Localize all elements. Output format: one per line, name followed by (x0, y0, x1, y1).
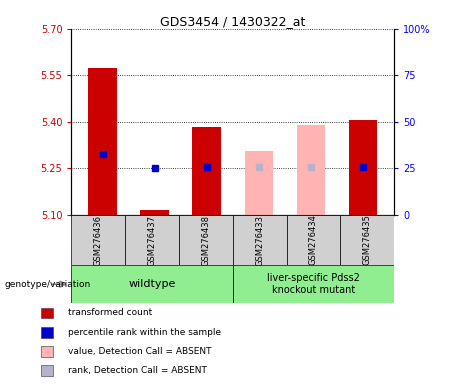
Text: GSM276438: GSM276438 (201, 215, 210, 265)
Bar (349, 120, 377, 215)
Bar (41, 365, 53, 376)
Bar (233, 265, 394, 303)
Text: liver-specific Pdss2
knockout mutant: liver-specific Pdss2 knockout mutant (267, 273, 360, 295)
Bar (193, 127, 221, 215)
Bar (340, 215, 394, 265)
Text: percentile rank within the sample: percentile rank within the sample (68, 328, 221, 337)
Text: GSM276435: GSM276435 (363, 215, 372, 265)
Text: transformed count: transformed count (68, 308, 152, 318)
Bar (287, 215, 340, 265)
Bar (41, 346, 53, 357)
Text: GSM276436: GSM276436 (94, 215, 103, 265)
Text: GSM276437: GSM276437 (148, 215, 157, 265)
Text: value, Detection Call = ABSENT: value, Detection Call = ABSENT (68, 347, 212, 356)
Bar (233, 215, 287, 265)
Bar (125, 215, 179, 265)
Bar (89, 68, 117, 215)
Text: GSM276434: GSM276434 (309, 215, 318, 265)
Bar (41, 327, 53, 338)
Text: genotype/variation: genotype/variation (5, 280, 91, 289)
Text: GSM276433: GSM276433 (255, 215, 264, 265)
Bar (41, 308, 53, 318)
Bar (244, 151, 273, 215)
Bar (71, 215, 125, 265)
Bar (71, 265, 233, 303)
Text: rank, Detection Call = ABSENT: rank, Detection Call = ABSENT (68, 366, 207, 375)
Bar (141, 210, 169, 215)
Bar (179, 215, 233, 265)
Title: GDS3454 / 1430322_at: GDS3454 / 1430322_at (160, 15, 306, 28)
Text: wildtype: wildtype (129, 279, 176, 289)
Bar (296, 125, 325, 215)
